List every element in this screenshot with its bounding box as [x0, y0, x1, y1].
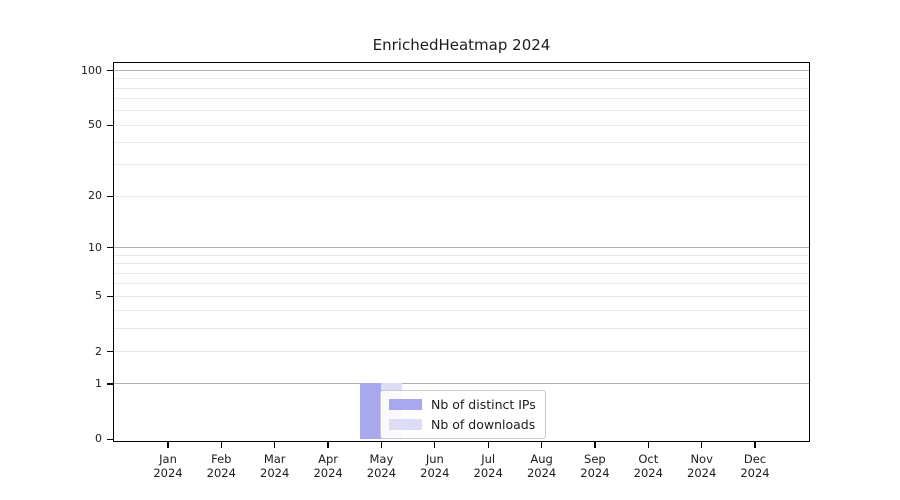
x-tick-label-sep: Sep 2024 — [580, 452, 610, 480]
y-tick-label-1: 1 — [95, 377, 102, 390]
y-gridline-major-10 — [114, 247, 809, 249]
chart-title: EnrichedHeatmap 2024 — [372, 36, 551, 54]
legend-item-downloads: Nb of downloads — [389, 417, 536, 432]
x-tick-label-nov: Nov 2024 — [687, 452, 717, 480]
bar-nb-of-distinct-ips-may — [359, 383, 381, 439]
y-tick-label-20: 20 — [88, 189, 102, 203]
y-gridline-minor-2 — [114, 351, 809, 352]
y-gridline-minor-70 — [114, 98, 809, 100]
y-gridline-minor-60 — [114, 110, 809, 112]
x-tick-mark-nov — [701, 442, 703, 448]
x-tick-label-mar: Mar 2024 — [260, 452, 290, 480]
y-tick-mark-1 — [106, 383, 113, 385]
y-tick-label-50: 50 — [88, 118, 102, 132]
x-tick-label-jun: Jun 2024 — [420, 452, 450, 480]
legend-label-distinct-ips: Nb of distinct IPs — [431, 397, 536, 412]
x-tick-mark-aug — [540, 442, 543, 448]
y-gridline-minor-8 — [114, 263, 809, 265]
y-gridline-minor-3 — [114, 328, 809, 329]
x-tick-mark-sep — [594, 442, 596, 448]
gridlines-layer — [114, 63, 809, 441]
x-tick-label-jul: Jul 2024 — [473, 452, 503, 480]
legend-swatch-distinct-ips — [389, 399, 422, 410]
x-tick-label-oct: Oct 2024 — [633, 452, 663, 480]
y-gridline-minor-7 — [114, 272, 809, 274]
y-gridline-major-1 — [114, 383, 809, 385]
x-tick-label-feb: Feb 2024 — [206, 452, 236, 480]
y-tick-mark-2 — [106, 351, 113, 353]
legend: Nb of distinct IPs Nb of downloads — [380, 390, 546, 439]
y-gridline-minor-50 — [114, 124, 809, 126]
y-tick-mark-10 — [106, 247, 113, 249]
y-gridline-minor-30 — [114, 164, 809, 166]
y-tick-label-0: 0 — [95, 432, 102, 446]
legend-label-downloads: Nb of downloads — [431, 417, 536, 432]
y-tick-label-2: 2 — [95, 344, 102, 358]
y-gridline-minor-9 — [114, 254, 809, 256]
y-gridline-minor-5 — [114, 295, 809, 297]
x-tick-mark-feb — [220, 442, 222, 448]
y-gridline-major-100 — [114, 70, 809, 71]
x-tick-label-aug: Aug 2024 — [526, 452, 557, 480]
y-tick-mark-5 — [106, 295, 113, 297]
y-gridline-minor-80 — [114, 87, 809, 89]
y-tick-mark-20 — [106, 195, 113, 197]
y-gridline-minor-20 — [114, 195, 809, 197]
y-tick-label-10: 10 — [88, 240, 102, 254]
x-tick-mark-may — [380, 442, 383, 448]
x-tick-label-jan: Jan 2024 — [153, 452, 183, 480]
x-tick-mark-oct — [647, 442, 649, 448]
legend-swatch-downloads — [389, 419, 422, 430]
y-gridline-minor-4 — [114, 310, 809, 312]
x-tick-mark-jan — [167, 442, 169, 448]
y-tick-mark-100 — [106, 70, 113, 72]
x-tick-mark-jul — [487, 442, 489, 448]
bars-layer — [114, 63, 809, 441]
x-tick-mark-mar — [274, 442, 276, 448]
y-gridline-minor-6 — [114, 283, 809, 285]
legend-item-distinct-ips: Nb of distinct IPs — [389, 397, 536, 412]
y-tick-mark-50 — [106, 124, 113, 126]
y-tick-mark-0 — [106, 438, 113, 441]
plot-area: Nb of distinct IPs Nb of downloads — [113, 62, 810, 442]
x-tick-mark-jun — [434, 442, 436, 448]
x-tick-mark-apr — [327, 442, 329, 448]
y-tick-label-100: 100 — [81, 63, 102, 77]
y-gridline-minor-90 — [114, 78, 809, 80]
y-tick-label-5: 5 — [95, 289, 102, 303]
x-tick-label-apr: Apr 2024 — [313, 452, 343, 480]
x-tick-label-dec: Dec 2024 — [740, 452, 770, 480]
x-tick-mark-dec — [754, 442, 756, 448]
y-gridline-minor-40 — [114, 142, 809, 143]
x-tick-label-may: May 2024 — [366, 452, 397, 480]
